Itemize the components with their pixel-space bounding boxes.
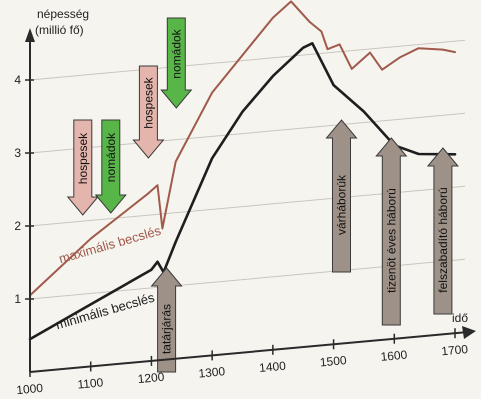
event-arrow-shape xyxy=(66,119,99,216)
event-label: várháborúk xyxy=(334,174,348,235)
x-tick-label: 1200 xyxy=(137,370,165,386)
y-tick-label: 4 xyxy=(14,73,21,87)
event-arrow-war: tizenöt éves háború xyxy=(375,137,408,326)
event-arrow-hospes: hospesek xyxy=(132,65,165,159)
event-label: felszabadító háború xyxy=(436,187,450,292)
y-axis-arrowhead xyxy=(25,28,35,42)
gridline-y-4 xyxy=(29,39,466,81)
event-arrow-nomad: nomádok xyxy=(160,17,193,109)
event-arrow-war: felszabadító háború xyxy=(426,147,459,315)
x-tick-label: 1500 xyxy=(319,353,347,369)
x-tick-label: 1700 xyxy=(441,342,469,358)
event-label: nomádok xyxy=(104,132,118,182)
event-arrow-war: tatárjárás xyxy=(150,267,183,373)
y-axis-label-line2: (millió fő) xyxy=(35,23,84,37)
event-arrow-shape xyxy=(160,17,193,109)
event-arrow-shape xyxy=(132,65,165,159)
x-axis-arrowhead xyxy=(462,326,476,339)
event-arrow-war: várháborúk xyxy=(325,119,358,273)
x-tick-label: 1600 xyxy=(380,348,408,364)
x-tick-label: 1300 xyxy=(198,364,226,380)
event-arrow-shape xyxy=(375,137,408,326)
event-label: hospesek xyxy=(141,76,155,128)
x-axis-label: idő xyxy=(452,311,468,325)
x-tick-label: 1400 xyxy=(259,359,287,375)
y-axis-label-line1: népesség xyxy=(37,7,89,21)
y-tick-label: 1 xyxy=(14,292,21,306)
event-arrows: hospesek nomádok hospesek nomádok tatárjárás… xyxy=(66,17,459,373)
x-tick-label: 1100 xyxy=(77,375,104,391)
y-tick-label: 3 xyxy=(14,146,21,160)
event-label: tizenöt éves háború xyxy=(384,188,398,293)
event-label: nomádok xyxy=(169,28,183,78)
event-arrow-shape xyxy=(94,119,127,214)
event-arrow-hospes: hospesek xyxy=(66,119,99,216)
event-arrow-shape xyxy=(325,119,358,273)
series-min-line xyxy=(28,42,457,341)
x-tick-label: 1000 xyxy=(16,381,44,397)
event-arrow-shape xyxy=(426,147,459,315)
series-max-line xyxy=(29,0,456,297)
series-layer xyxy=(28,0,457,341)
series-max-label: maximális becslés xyxy=(57,223,163,267)
event-label: hospesek xyxy=(76,132,90,184)
tick-labels: 1 2 3 4 1000 1100 1200 1300 1400 1500 1600 1700 xyxy=(14,73,469,397)
event-arrow-shape xyxy=(150,267,183,373)
y-tick-label: 2 xyxy=(14,219,21,233)
event-arrow-nomad: nomádok xyxy=(94,119,127,214)
event-label: tatárjárás xyxy=(160,304,174,354)
axes: népesség (millió fő) idő xyxy=(25,7,476,373)
